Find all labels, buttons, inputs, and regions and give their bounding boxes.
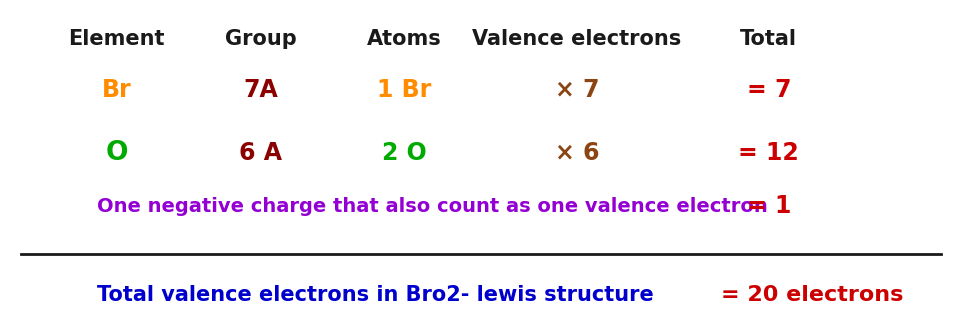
Text: × 6: × 6 [554,141,599,165]
Text: 2 O: 2 O [382,141,426,165]
Text: = 20 electrons: = 20 electrons [720,285,902,305]
Text: Total: Total [740,29,797,49]
Text: = 7: = 7 [746,78,790,102]
Text: Valence electrons: Valence electrons [472,29,680,49]
Text: 6 A: 6 A [238,141,282,165]
Text: Atoms: Atoms [366,29,441,49]
Text: Br: Br [102,78,131,102]
Text: Total valence electrons in Bro2- lewis structure: Total valence electrons in Bro2- lewis s… [97,285,653,305]
Text: 7A: 7A [243,78,278,102]
Text: × 7: × 7 [554,78,599,102]
Text: Element: Element [68,29,164,49]
Text: O: O [105,140,128,166]
Text: = 12: = 12 [738,141,799,165]
Text: Group: Group [224,29,296,49]
Text: One negative charge that also count as one valence electron: One negative charge that also count as o… [97,197,767,216]
Text: = 1: = 1 [746,194,790,218]
Text: 1 Br: 1 Br [377,78,431,102]
